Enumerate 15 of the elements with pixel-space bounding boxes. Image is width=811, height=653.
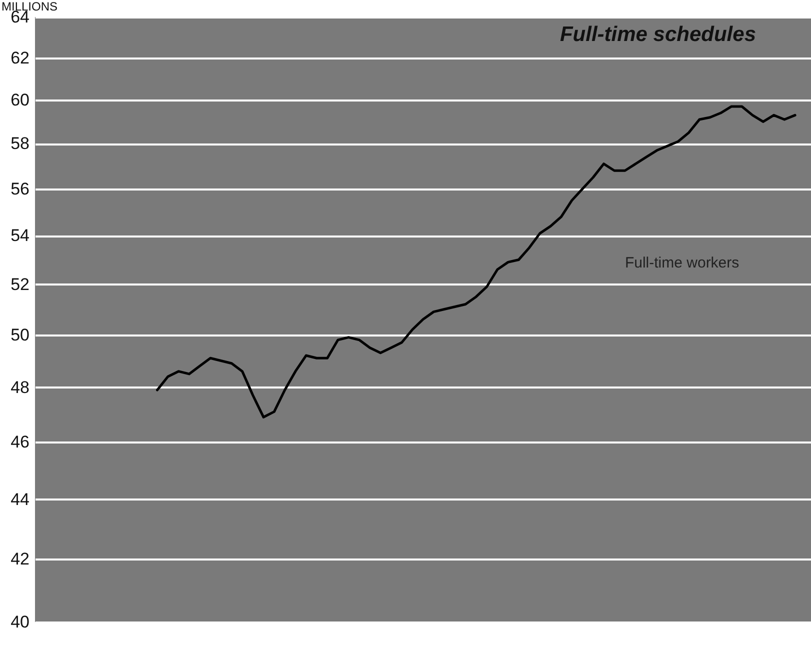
text: Full-time workers: [624, 254, 740, 272]
y-tick-label: 48: [10, 378, 30, 397]
y-tick-label: 46: [10, 432, 30, 452]
y-tick-label: 60: [10, 90, 30, 110]
y-tick-label: 58: [10, 134, 30, 154]
line-series: [156, 105, 796, 418]
y-tick-label: 44: [10, 490, 30, 509]
y-tick-label: 62: [10, 48, 30, 68]
y-tick-label: 52: [10, 274, 30, 294]
y-tick-label: 54: [10, 226, 30, 246]
y-tick-label: 40: [10, 612, 30, 632]
y-tick-label: 50: [10, 325, 30, 344]
y-tick-label: 42: [10, 550, 30, 569]
y-tick-label: 56: [10, 179, 30, 198]
chart-title: Full-time schedules: [560, 23, 756, 46]
